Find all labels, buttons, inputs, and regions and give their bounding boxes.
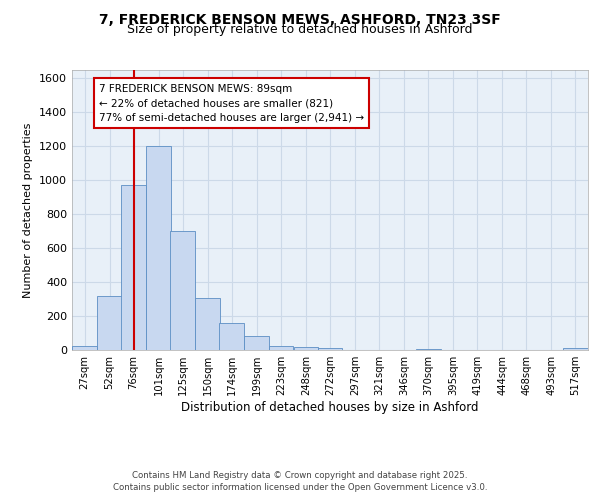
Text: Contains HM Land Registry data © Crown copyright and database right 2025.
Contai: Contains HM Land Registry data © Crown c…	[113, 471, 487, 492]
Bar	[563, 348, 588, 350]
X-axis label: Distribution of detached houses by size in Ashford: Distribution of detached houses by size …	[181, 401, 479, 414]
Bar	[196, 298, 220, 350]
Bar	[121, 184, 146, 350]
Bar	[317, 348, 343, 350]
Bar	[416, 348, 440, 350]
Bar	[293, 347, 319, 350]
Bar	[97, 296, 122, 350]
Bar	[220, 323, 244, 350]
Text: 7 FREDERICK BENSON MEWS: 89sqm
← 22% of detached houses are smaller (821)
77% of: 7 FREDERICK BENSON MEWS: 89sqm ← 22% of …	[99, 84, 364, 123]
Bar	[244, 336, 269, 350]
Bar	[146, 146, 171, 350]
Text: 7, FREDERICK BENSON MEWS, ASHFORD, TN23 3SF: 7, FREDERICK BENSON MEWS, ASHFORD, TN23 …	[99, 12, 501, 26]
Bar	[269, 346, 293, 350]
Text: Size of property relative to detached houses in Ashford: Size of property relative to detached ho…	[127, 22, 473, 36]
Bar	[72, 346, 97, 350]
Y-axis label: Number of detached properties: Number of detached properties	[23, 122, 34, 298]
Bar	[170, 231, 195, 350]
